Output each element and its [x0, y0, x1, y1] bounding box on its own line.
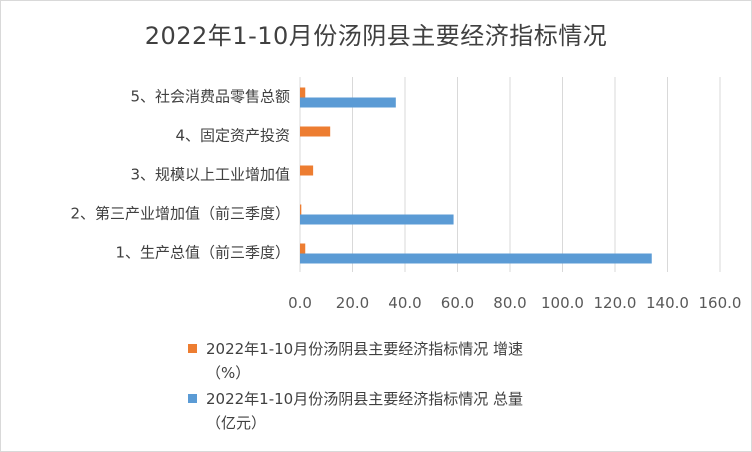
- legend-swatch-growth: [188, 344, 197, 353]
- x-tick-label-4: 80.0: [493, 294, 526, 312]
- gridlines: [299, 77, 721, 272]
- chart-title: 2022年1-10月份汤阴县主要经济指标情况: [144, 22, 608, 50]
- x-tick-label-7: 140.0: [646, 294, 689, 312]
- bar-growth-1: [300, 204, 302, 215]
- x-tick-label-8: 160.0: [699, 294, 742, 312]
- bar-growth-2: [300, 165, 314, 176]
- x-tick-label-5: 100.0: [541, 294, 584, 312]
- category-label-2: 3、规模以上工业增加值: [130, 166, 290, 184]
- x-tick-label-2: 40.0: [388, 294, 421, 312]
- x-tick-label-1: 20.0: [336, 294, 369, 312]
- bar-growth-0: [300, 243, 306, 254]
- category-labels: 1、生产总值（前三季度） 2、第三产业增加值（前三季度） 3、规模以上工业增加值 4、…: [70, 88, 290, 262]
- legend-label-growth: 2022年1-10月份汤阴县主要经济指标情况 增速: [206, 340, 523, 358]
- bar-total-4: [300, 97, 396, 108]
- category-label-0: 1、生产总值（前三季度）: [115, 244, 290, 262]
- legend-label-total: 2022年1-10月份汤阴县主要经济指标情况 总量: [206, 390, 523, 408]
- bar-total-1: [300, 214, 454, 225]
- legend-swatch-total: [188, 394, 197, 403]
- legend-unit-total: （亿元）: [206, 414, 267, 432]
- bar-growth-4: [300, 87, 306, 98]
- x-tick-label-6: 120.0: [594, 294, 637, 312]
- category-label-1: 2、第三产业增加值（前三季度）: [70, 205, 290, 223]
- bars: [300, 87, 652, 264]
- x-tick-labels: 0.0 20.0 40.0 60.0 80.0 100.0 120.0 140.0 160.0: [288, 294, 741, 312]
- bar-growth-3: [300, 126, 331, 137]
- category-label-4: 5、社会消费品零售总额: [130, 88, 290, 106]
- category-label-3: 4、固定资产投资: [175, 127, 290, 145]
- bar-total-0: [300, 253, 652, 264]
- x-tick-label-0: 0.0: [288, 294, 312, 312]
- x-tick-label-3: 60.0: [441, 294, 474, 312]
- legend-unit-growth: （%）: [206, 364, 251, 382]
